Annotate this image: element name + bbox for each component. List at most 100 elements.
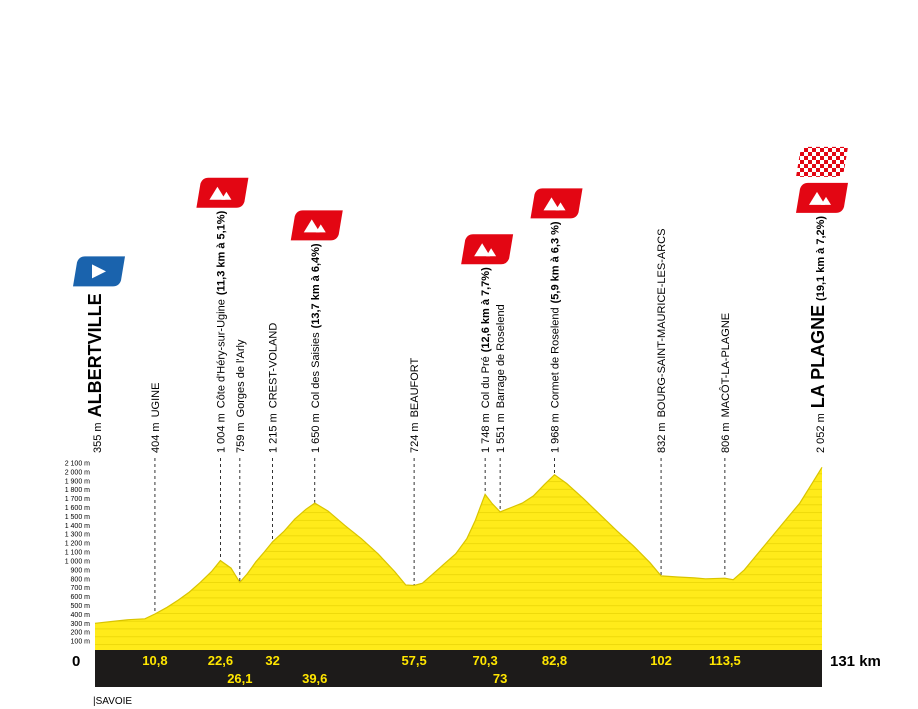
mountain-small-icon — [221, 191, 232, 200]
point-climb-detail: (12,6 km à 7,7%) — [480, 267, 492, 352]
y-tick-label: 300 m — [71, 621, 91, 628]
point-altitude: 806 m — [720, 422, 732, 453]
mountain-small-icon — [555, 202, 566, 211]
y-tick-label: 700 m — [71, 585, 91, 592]
flags — [73, 146, 848, 287]
region-label: |SAVOIE — [93, 696, 132, 707]
point-altitude: 724 m — [409, 422, 421, 453]
start-km-label: 0 — [72, 653, 80, 670]
point-climb-detail: (5,9 km à 6,3 %) — [550, 221, 562, 303]
profile-outline — [94, 466, 823, 624]
finish-climb-flag-icon — [796, 182, 848, 213]
point-name: Côte d'Héry-sur-Ugine — [215, 299, 227, 408]
point-label: 1 215 m CREST-VOLAND — [268, 323, 280, 453]
point-label: 1 004 m Côte d'Héry-sur-Ugine (11,3 km à 5… — [215, 210, 227, 453]
climb-flag-icon — [290, 210, 343, 241]
point-name: Barrage de Roselend — [495, 304, 507, 408]
mountain-icon — [209, 186, 226, 200]
point-labels: 355 m ALBERTVILLE 404 m UGINE 1 004 m Côte d'… — [85, 210, 828, 453]
point-name: UGINE — [150, 383, 162, 418]
y-tick-label: 1 900 m — [65, 478, 90, 485]
point-label: 1 650 m Col des Saisies (13,7 km à 6,4%) — [310, 243, 322, 453]
y-tick-label: 1 100 m — [65, 550, 90, 557]
km-label: 10,8 — [142, 653, 167, 668]
profile-area — [94, 466, 823, 650]
point-altitude: 1 551 m — [495, 413, 507, 453]
point-altitude: 759 m — [235, 422, 247, 453]
y-tick-label: 200 m — [71, 630, 91, 637]
km-label: 102 — [650, 653, 672, 668]
point-climb-detail: (11,3 km à 5,1%) — [215, 210, 227, 295]
point-label: 759 m Gorges de l'Arly — [235, 339, 247, 453]
point-altitude: 2 052 m — [815, 413, 827, 453]
mountain-icon — [303, 219, 320, 233]
distance-band: 10,8 22,6 26,1 32 39,6 57,5 70,3 73 82,8 102 113,5 — [95, 650, 822, 687]
y-tick-label: 400 m — [71, 612, 91, 619]
point-name: Col du Pré — [480, 356, 492, 408]
point-label: 832 m BOURG-SAINT-MAURICE-LES-ARCS — [656, 229, 668, 453]
climb-flag-icon — [461, 234, 514, 265]
point-name: BOURG-SAINT-MAURICE-LES-ARCS — [656, 229, 668, 418]
point-label: 355 m ALBERTVILLE — [85, 293, 105, 453]
point-name: ALBERTVILLE — [85, 293, 105, 417]
km-label: 73 — [493, 671, 507, 686]
point-label: 1 748 m Col du Pré (12,6 km à 7,7%) — [480, 267, 492, 453]
point-altitude: 1 650 m — [310, 413, 322, 453]
y-tick-label: 1 200 m — [65, 541, 90, 548]
y-tick-label: 1 800 m — [65, 487, 90, 494]
mountain-small-icon — [315, 224, 326, 233]
y-axis-ticks: 100 m 200 m 300 m 400 m 500 m 600 m 700 m 800 m… — [65, 461, 90, 646]
km-label: 70,3 — [472, 653, 497, 668]
y-tick-label: 2 000 m — [65, 469, 90, 476]
start-arrow-icon — [92, 264, 106, 279]
mountain-icon — [474, 243, 491, 257]
profile-fill — [95, 467, 822, 650]
point-name: Gorges de l'Arly — [235, 339, 247, 417]
point-name: CREST-VOLAND — [268, 323, 280, 409]
y-tick-label: 900 m — [71, 567, 91, 574]
point-altitude: 1 748 m — [480, 413, 492, 453]
mountain-icon — [809, 191, 825, 205]
y-tick-label: 600 m — [71, 594, 91, 601]
y-tick-label: 100 m — [71, 639, 91, 646]
point-altitude: 1 968 m — [550, 413, 562, 453]
km-label: 82,8 — [542, 653, 567, 668]
finish-flag-icon — [796, 146, 848, 177]
point-label: 806 m MACÔT-LA-PLAGNE — [719, 313, 732, 453]
y-tick-label: 1 700 m — [65, 496, 90, 503]
point-altitude: 404 m — [150, 422, 162, 453]
point-altitude: 1 004 m — [215, 413, 227, 453]
y-tick-label: 2 100 m — [65, 461, 90, 468]
km-label: 57,5 — [401, 653, 426, 668]
point-altitude: 355 m — [92, 422, 104, 453]
climb-flag-icon — [530, 188, 583, 219]
y-tick-label: 1 000 m — [65, 559, 90, 566]
km-label: 26,1 — [227, 671, 252, 686]
point-altitude: 1 215 m — [268, 413, 280, 453]
y-tick-label: 1 300 m — [65, 532, 90, 539]
point-label: 724 m BEAUFORT — [409, 357, 421, 453]
point-name: BEAUFORT — [409, 357, 421, 417]
km-label: 39,6 — [302, 671, 327, 686]
mountain-icon — [543, 197, 560, 211]
point-name: Col des Saisies — [310, 332, 322, 408]
km-label: 32 — [265, 653, 279, 668]
point-altitude: 832 m — [656, 422, 668, 453]
point-name: Cormet de Roselend — [550, 307, 562, 408]
mountain-small-icon — [486, 248, 497, 257]
y-tick-label: 500 m — [71, 603, 91, 610]
point-climb-detail: (19,1 km à 7,2%) — [815, 216, 827, 301]
y-tick-label: 1 600 m — [65, 505, 90, 512]
km-label: 22,6 — [208, 653, 233, 668]
point-name: MACÔT-LA-PLAGNE — [719, 313, 732, 418]
point-label: 2 052 m LA PLAGNE (19,1 km à 7,2%) — [808, 216, 828, 453]
y-tick-label: 800 m — [71, 576, 91, 583]
point-label: 1 968 m Cormet de Roselend (5,9 km à 6,3 %… — [550, 221, 562, 453]
point-name: LA PLAGNE — [808, 305, 828, 408]
point-climb-detail: (13,7 km à 6,4%) — [310, 243, 322, 328]
point-label: 404 m UGINE — [150, 383, 162, 453]
point-label: 1 551 m Barrage de Roselend — [495, 304, 507, 453]
y-tick-label: 1 400 m — [65, 523, 90, 530]
km-label: 113,5 — [709, 653, 741, 668]
